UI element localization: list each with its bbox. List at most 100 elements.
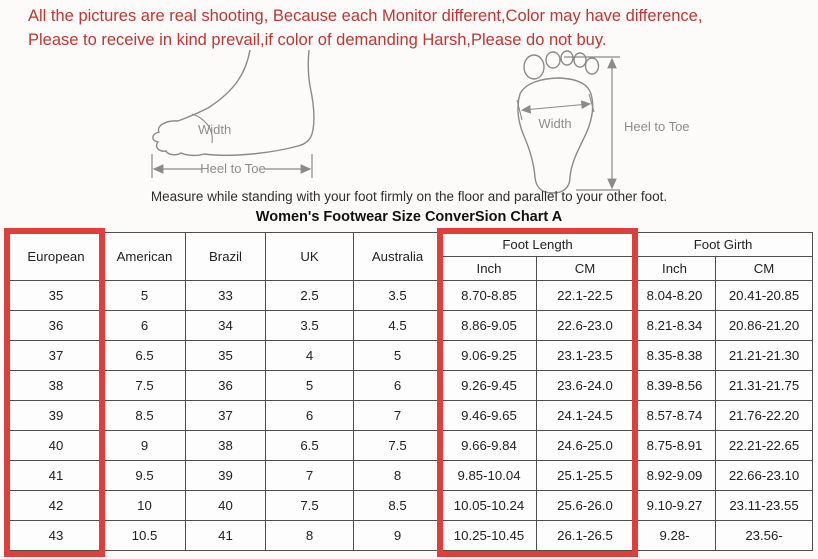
header-row-groups: European American Brazil UK Australia Fo…	[8, 232, 814, 281]
col-header-uk: UK	[265, 232, 354, 281]
table-cell: 23.6-24.0	[535, 370, 635, 401]
col-header-australia: Australia	[353, 232, 442, 281]
table-cell: 40	[185, 490, 266, 521]
foot-bottom-view-diagram: Width Heel to Toe	[516, 50, 690, 194]
notice-line-1: All the pictures are real shooting, Beca…	[28, 7, 703, 25]
table-cell: 8.86-9.05	[441, 310, 537, 341]
table-cell: 23.1-23.5	[535, 340, 635, 371]
table-cell: 8.57-8.74	[633, 400, 717, 431]
table-cell: 33	[185, 280, 266, 311]
col-group-foot-length: Foot Length	[440, 232, 635, 257]
table-cell: 9.10-9.27	[633, 490, 717, 521]
bottom-width-label: Width	[538, 116, 571, 131]
table-cell: 21.21-21.30	[715, 340, 814, 371]
col-header-girth-inch: Inch	[633, 256, 717, 281]
side-width-label: Width	[198, 122, 231, 137]
table-cell: 9.06-9.25	[441, 340, 537, 371]
table-cell: 5	[265, 370, 354, 401]
table-cell: 9	[353, 520, 442, 551]
notice-line-2: Please to receive in kind prevail,if col…	[28, 31, 607, 49]
table-cell: 8.21-8.34	[633, 310, 717, 341]
table-cell: 10.05-10.24	[441, 490, 537, 521]
table-cell: 4.5	[353, 310, 442, 341]
table-cell: 3.5	[353, 280, 442, 311]
table-cell: 7.5	[265, 490, 354, 521]
footprint-outline	[517, 50, 600, 194]
bottom-heel-toe-label: Heel to Toe	[624, 119, 690, 134]
foot-side-view-diagram: Width Heel to Toe	[151, 50, 315, 178]
measure-caption: Measure while standing with your foot fi…	[150, 189, 668, 204]
table-cell: 2.5	[265, 280, 354, 311]
table-cell: 6	[103, 310, 186, 341]
table-cell: 38	[185, 430, 266, 461]
table-cell: 9.5	[103, 460, 186, 491]
width-dimension	[516, 93, 595, 121]
table-cell: 7	[353, 400, 442, 431]
table-cell: 21.76-22.20	[715, 400, 814, 431]
size-chart-title: Women's Footwear Size ConverSion Chart A	[255, 209, 563, 225]
table-cell: 5	[103, 280, 186, 311]
table-cell: 39	[185, 460, 266, 491]
table-cell: 9.66-9.84	[441, 430, 537, 461]
col-header-length-cm: CM	[535, 256, 635, 281]
table-cell: 8.5	[103, 400, 186, 431]
foot-side-outline	[152, 50, 315, 157]
table-row: 37 6.5 35 4 5 9.06-9.25 23.1-23.5 8.35-8.38 21.2…	[8, 340, 814, 371]
table-cell: 41	[8, 460, 104, 491]
table-cell: 8	[353, 460, 442, 491]
table-row: 35 5 33 2.5 3.5 8.70-8.85 22.1-22.5 8.04-8.20 20…	[8, 280, 814, 311]
table-cell: 25.1-25.5	[535, 460, 635, 491]
size-conversion-table: European American Brazil UK Australia Fo…	[8, 232, 814, 551]
table-cell: 8.92-9.09	[633, 460, 717, 491]
table-cell: 8.04-8.20	[633, 280, 717, 311]
heel-toe-vertical-dimension	[564, 56, 620, 191]
table-row: 42 10 40 7.5 8.5 10.05-10.24 25.6-26.0 9.10-9.2…	[8, 490, 814, 521]
size-table-body: 35 5 33 2.5 3.5 8.70-8.85 22.1-22.5 8.04-8.20 20…	[8, 280, 814, 551]
table-row: 38 7.5 36 5 6 9.26-9.45 23.6-24.0 8.39-8.56 21.3…	[8, 370, 814, 401]
table-cell: 23.11-23.55	[715, 490, 814, 521]
table-cell: 9.26-9.45	[441, 370, 537, 401]
table-cell: 8	[265, 520, 354, 551]
table-cell: 7.5	[353, 430, 442, 461]
table-cell: 9.85-10.04	[441, 460, 537, 491]
table-cell: 41	[185, 520, 266, 551]
table-cell: 24.1-24.5	[535, 400, 635, 431]
table-cell: 9.46-9.65	[441, 400, 537, 431]
table-cell: 9	[103, 430, 186, 461]
col-header-european: European	[8, 232, 104, 281]
size-table-container: European American Brazil UK Australia Fo…	[8, 232, 814, 551]
table-cell: 38	[8, 370, 104, 401]
table-cell: 6	[353, 370, 442, 401]
table-row: 36 6 34 3.5 4.5 8.86-9.05 22.6-23.0 8.21-8.34 20…	[8, 310, 814, 341]
table-cell: 10.25-10.45	[441, 520, 537, 551]
table-cell: 35	[8, 280, 104, 311]
table-cell: 35	[185, 340, 266, 371]
table-row: 41 9.5 39 7 8 9.85-10.04 25.1-25.5 8.92-9.09 22.…	[8, 460, 814, 491]
table-cell: 23.56-	[715, 520, 814, 551]
table-cell: 3.5	[265, 310, 354, 341]
table-cell: 20.41-20.85	[715, 280, 814, 311]
table-cell: 10.5	[103, 520, 186, 551]
table-cell: 4	[265, 340, 354, 371]
col-header-brazil: Brazil	[185, 232, 266, 281]
table-cell: 26.1-26.5	[535, 520, 635, 551]
table-row: 43 10.5 41 8 9 10.25-10.45 26.1-26.5 9.28- 23.56…	[8, 520, 814, 551]
table-cell: 37	[8, 340, 104, 371]
table-cell: 43	[8, 520, 104, 551]
table-cell: 6.5	[103, 340, 186, 371]
table-cell: 34	[185, 310, 266, 341]
col-group-foot-girth: Foot Girth	[633, 232, 814, 257]
table-cell: 36	[8, 310, 104, 341]
table-cell: 22.1-22.5	[535, 280, 635, 311]
table-cell: 7.5	[103, 370, 186, 401]
table-cell: 7	[265, 460, 354, 491]
table-cell: 5	[353, 340, 442, 371]
table-cell: 8.70-8.85	[441, 280, 537, 311]
table-cell: 22.21-22.65	[715, 430, 814, 461]
table-cell: 40	[8, 430, 104, 461]
table-cell: 8.5	[353, 490, 442, 521]
side-heel-toe-label: Heel to Toe	[200, 161, 266, 176]
table-cell: 20.86-21.20	[715, 310, 814, 341]
table-cell: 22.6-23.0	[535, 310, 635, 341]
table-row: 39 8.5 37 6 7 9.46-9.65 24.1-24.5 8.57-8.74 21.7…	[8, 400, 814, 431]
